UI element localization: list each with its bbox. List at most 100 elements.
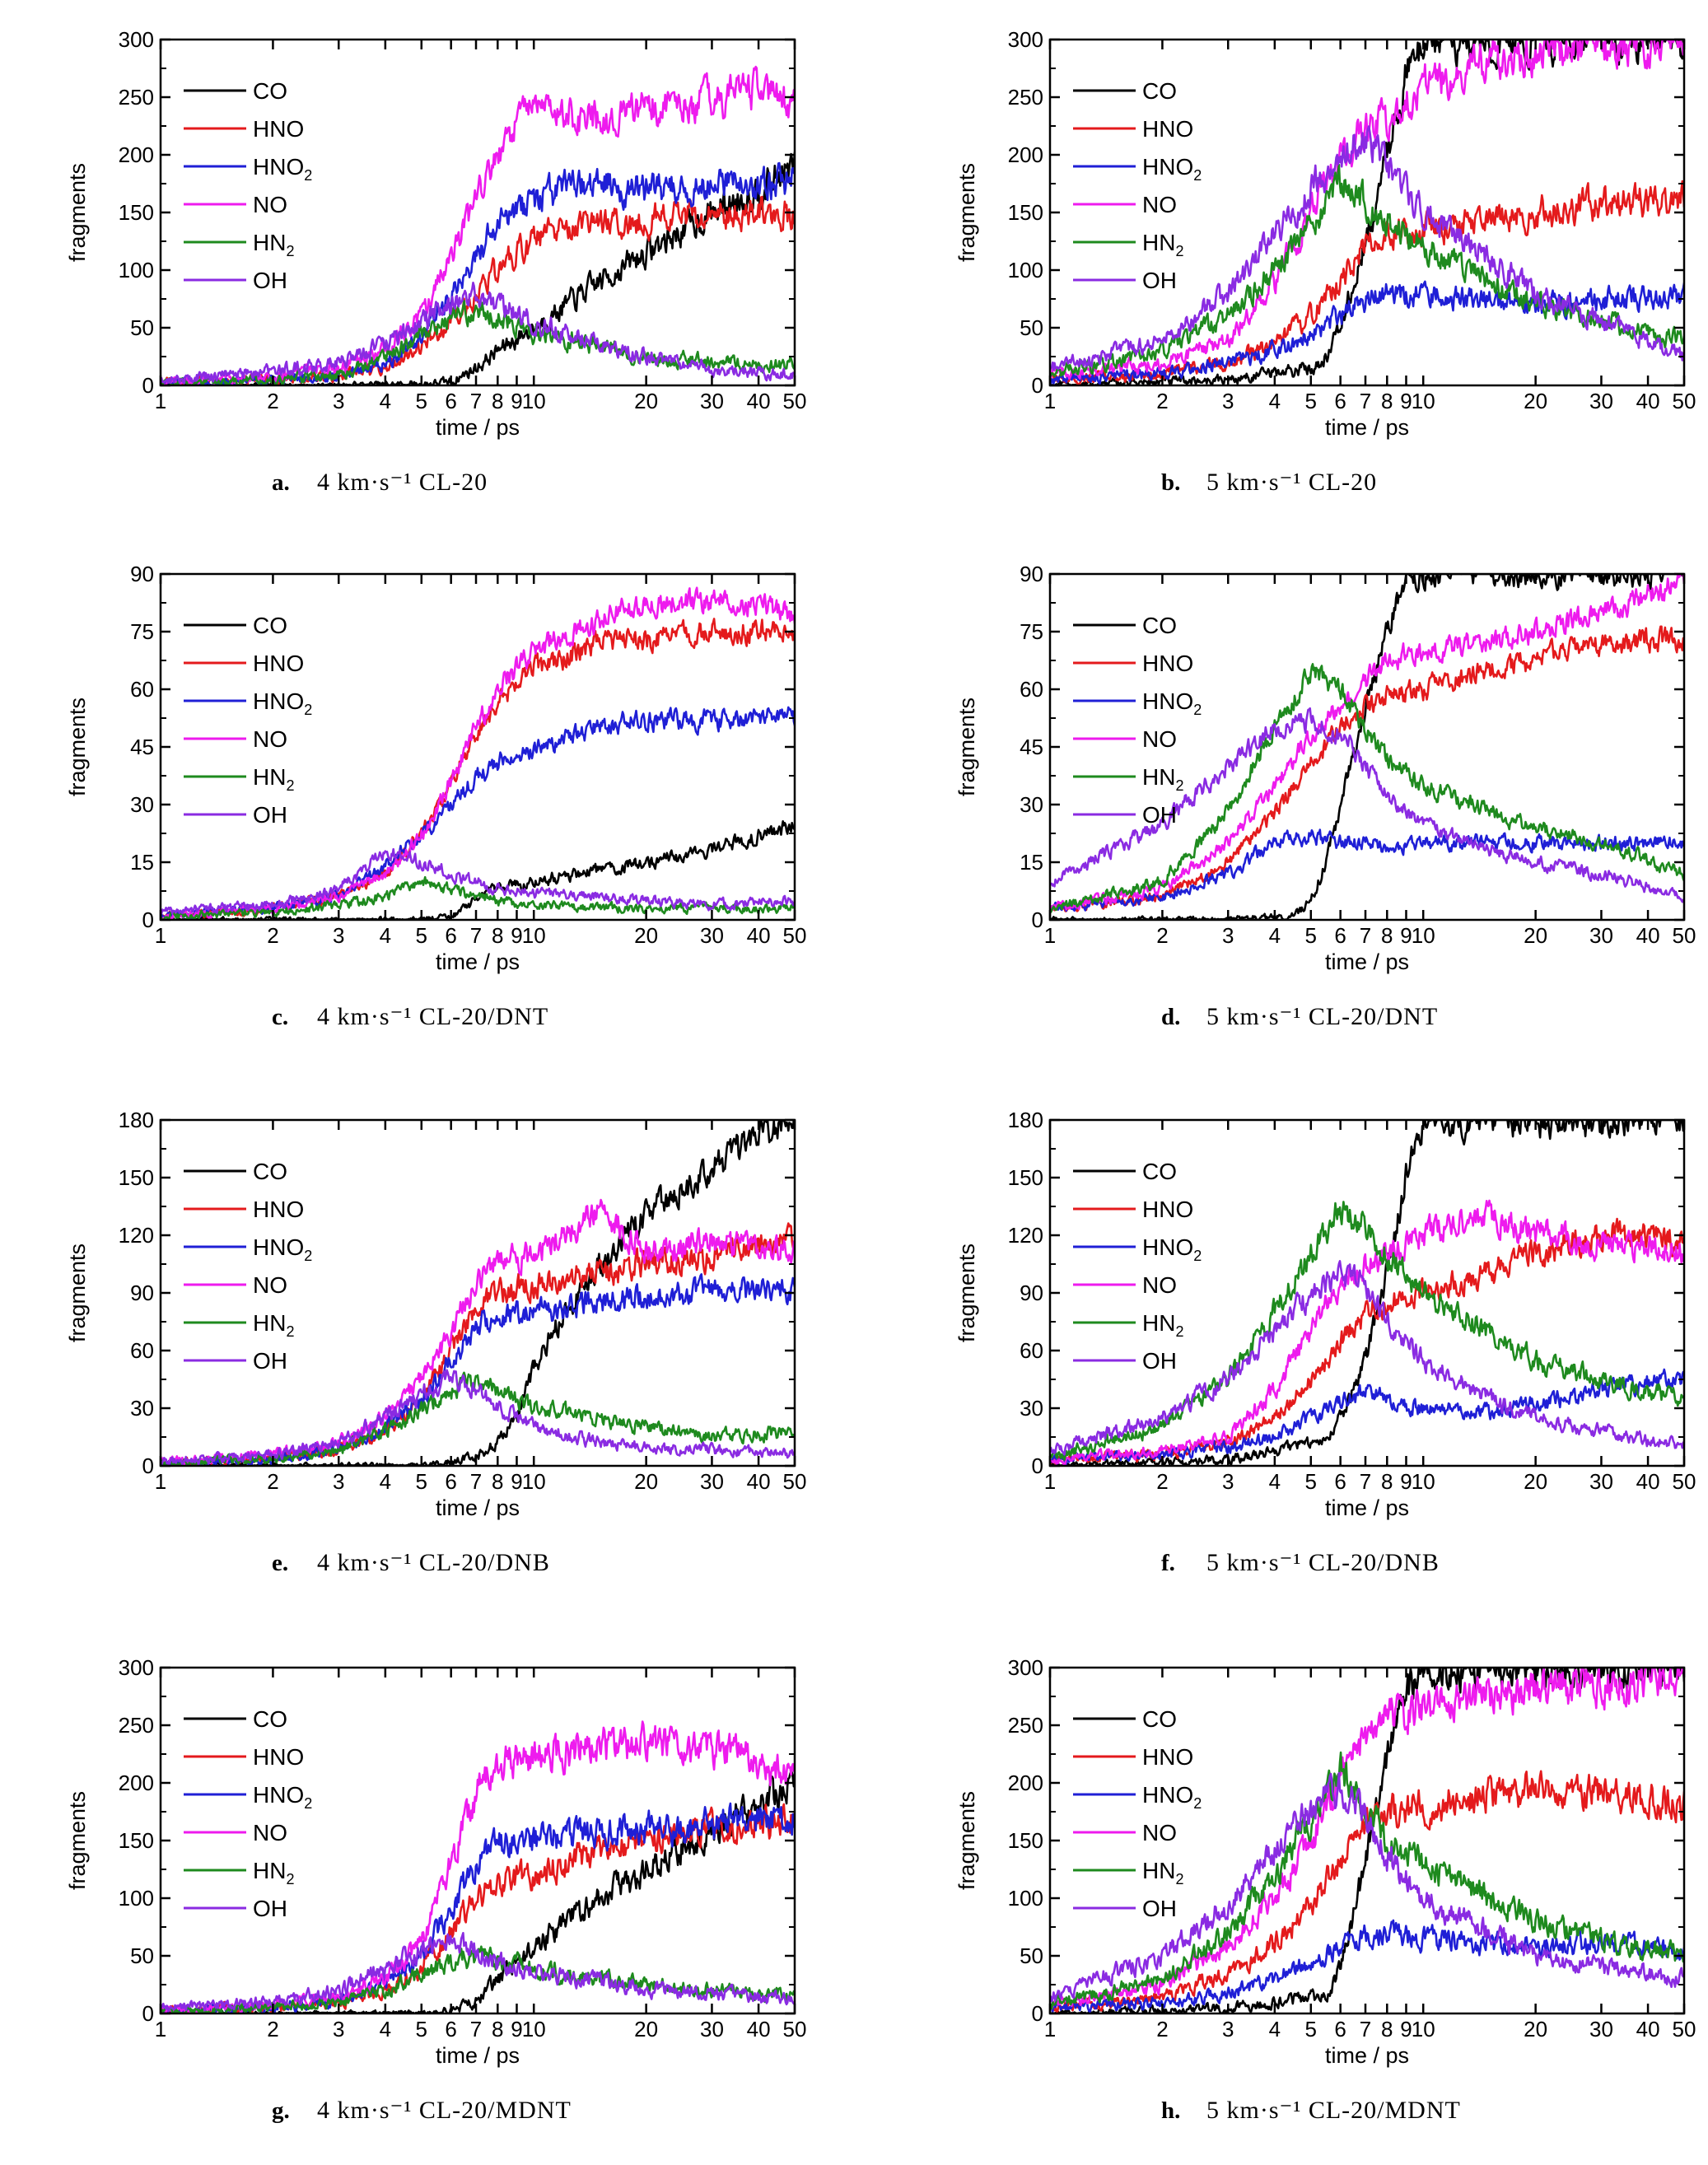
x-tick-label: 9 (511, 923, 522, 948)
y-tick-label: 30 (130, 1396, 154, 1421)
series-line-no (1050, 574, 1684, 911)
y-tick-label: 150 (119, 200, 154, 225)
x-tick-label: 20 (1524, 389, 1547, 413)
y-tick-label: 300 (119, 27, 154, 52)
x-tick-label: 3 (333, 2017, 344, 2041)
series-line-hn2 (1050, 1201, 1684, 1461)
series-line-oh (161, 1932, 795, 2013)
x-axis-label: time / ps (436, 1495, 520, 1520)
legend-label-hno: HNO (1142, 1197, 1193, 1222)
x-tick-label: 4 (380, 2017, 391, 2041)
x-tick-label: 50 (783, 923, 807, 948)
x-tick-label: 7 (1360, 2017, 1371, 2041)
x-tick-label: 4 (1269, 1469, 1281, 1494)
y-tick-label: 300 (1008, 1655, 1043, 1680)
y-tick-label: 120 (1008, 1223, 1043, 1248)
x-tick-label: 6 (445, 389, 456, 413)
panel-letter: a. (272, 469, 290, 496)
x-tick-label: 7 (470, 2017, 482, 2041)
legend-label-hno: HNO (1142, 1744, 1193, 1770)
panel-letter: c. (272, 1004, 288, 1030)
panel-caption-text: 4 km·s⁻¹ CL-20/DNB (317, 1549, 550, 1576)
legend-label-hn2: HN2 (1142, 764, 1183, 794)
panel-caption: c. 4 km·s⁻¹ CL-20/DNT (272, 1003, 548, 1030)
legend-label-hno: HNO (253, 1744, 304, 1770)
x-tick-label: 50 (783, 2017, 807, 2041)
y-tick-label: 50 (130, 315, 154, 340)
y-tick-label: 0 (142, 1453, 154, 1478)
x-tick-label: 6 (1334, 389, 1346, 413)
x-tick-label: 1 (1044, 389, 1056, 413)
panel-letter: g. (272, 2097, 290, 2124)
legend-label-hno2: HNO2 (253, 688, 312, 718)
x-tick-label: 20 (1524, 1469, 1547, 1494)
panel-caption: a. 4 km·s⁻¹ CL-20 (272, 469, 487, 496)
x-tick-label: 5 (1305, 389, 1317, 413)
x-tick-label: 6 (1334, 2017, 1346, 2041)
y-tick-label: 150 (1008, 1165, 1043, 1190)
panel-caption: b. 5 km·s⁻¹ CL-20 (1161, 469, 1376, 496)
series-line-oh (161, 847, 795, 915)
series-group (161, 1120, 795, 1466)
series-line-hno (1050, 180, 1684, 385)
legend-label-hno: HNO (1142, 116, 1193, 142)
x-tick-label: 30 (700, 923, 724, 948)
legend-label-hno: HNO (253, 651, 304, 676)
panel-caption-text: 5 km·s⁻¹ CL-20/MDNT (1206, 2097, 1461, 2124)
legend-label-oh: OH (1142, 268, 1177, 293)
legend-label-co: CO (253, 78, 287, 104)
legend-label-no: NO (253, 1272, 287, 1298)
y-tick-label: 0 (1032, 908, 1043, 932)
chart-panel-g: 0 50 100 150 200 250 300 1 2 3 4 5 6 7 8 9 10 20 30 40 50 tim… (65, 1655, 806, 2124)
x-tick-label: 7 (470, 923, 482, 948)
y-tick-label: 75 (1020, 619, 1043, 644)
x-tick-label: 20 (634, 389, 658, 413)
x-tick-label: 10 (1412, 923, 1435, 948)
x-tick-label: 2 (267, 923, 278, 948)
x-tick-label: 5 (1305, 1469, 1317, 1494)
y-tick-label: 60 (1020, 677, 1043, 702)
y-axis-label: fragments (954, 1791, 979, 1890)
x-tick-label: 2 (1156, 2017, 1168, 2041)
y-axis-label: fragments (65, 698, 90, 796)
x-tick-label: 30 (700, 1469, 724, 1494)
y-tick-label: 100 (119, 258, 154, 282)
x-axis-label: time / ps (1325, 2043, 1409, 2068)
y-tick-label: 90 (1020, 1281, 1043, 1305)
series-group (1050, 1668, 1684, 2013)
y-tick-label: 150 (1008, 200, 1043, 225)
x-tick-label: 40 (1636, 1469, 1660, 1494)
legend-label-hno: HNO (1142, 651, 1193, 676)
y-tick-label: 15 (1020, 850, 1043, 875)
x-tick-label: 30 (1589, 1469, 1613, 1494)
x-tick-label: 30 (1589, 389, 1613, 413)
y-tick-label: 0 (1032, 1453, 1043, 1478)
y-tick-label: 300 (1008, 27, 1043, 52)
y-tick-label: 100 (1008, 1886, 1043, 1911)
legend-label-co: CO (1142, 78, 1177, 104)
panel-caption: f. 5 km·s⁻¹ CL-20/DNB (1161, 1549, 1439, 1576)
x-tick-label: 2 (267, 2017, 278, 2041)
legend-label-no: NO (1142, 1272, 1177, 1298)
series-line-no (1050, 1199, 1684, 1466)
legend-label-oh: OH (1142, 802, 1177, 828)
x-tick-label: 5 (1305, 2017, 1317, 2041)
legend-label-no: NO (253, 192, 287, 217)
x-tick-label: 8 (1381, 389, 1393, 413)
x-tick-label: 1 (155, 923, 166, 948)
x-tick-label: 6 (445, 1469, 456, 1494)
x-tick-label: 1 (1044, 2017, 1056, 2041)
y-tick-label: 180 (119, 1108, 154, 1132)
x-tick-label: 1 (155, 1469, 166, 1494)
x-tick-label: 5 (416, 923, 427, 948)
y-tick-label: 60 (130, 1338, 154, 1363)
y-tick-label: 150 (119, 1165, 154, 1190)
y-tick-label: 90 (130, 1281, 154, 1305)
x-tick-label: 1 (1044, 1469, 1056, 1494)
x-tick-label: 30 (1589, 923, 1613, 948)
legend-label-hn2: HN2 (253, 1310, 294, 1340)
x-tick-label: 3 (1222, 2017, 1234, 2041)
series-line-oh (1050, 125, 1684, 371)
series-line-co (161, 1120, 795, 1466)
